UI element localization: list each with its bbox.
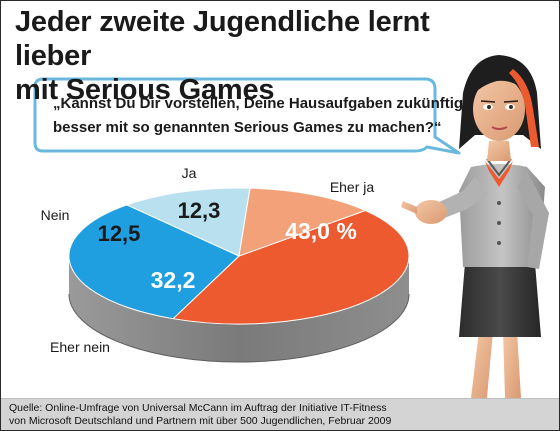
pie-rim [68, 293, 410, 363]
chart-canvas: „Kannst Du Dir vorstellen, Deine Hausauf… [33, 55, 549, 398]
question-line-1: „Kannst Du Dir vorstellen, Deine Hausauf… [53, 95, 463, 112]
source-line-2: von Microsoft Deutschland und Partnern m… [9, 415, 392, 427]
page-title: Jeder zweite Jugendliche lernt lieber mi… [15, 5, 495, 107]
category-label-ja: Ja [182, 165, 197, 181]
pointing-woman-illustration [401, 55, 549, 398]
category-label-nein: Nein [41, 207, 70, 223]
title-line-2: mit Serious Games [15, 74, 275, 106]
data-label-eher-nein: 32,2 [151, 267, 196, 293]
data-label-eher-ja: 43,0 % [285, 218, 357, 244]
source-footer: Quelle: Online-Umfrage von Universal McC… [1, 398, 559, 430]
pie-slice-nein [125, 187, 251, 257]
pie-side [69, 256, 409, 362]
source-line-1: Quelle: Online-Umfrage von Universal McC… [9, 402, 387, 414]
category-label-eher-nein: Eher nein [50, 339, 110, 355]
category-label-eher-ja: Eher ja [330, 179, 375, 195]
pie-slice-eher-ja [172, 209, 410, 325]
data-label-ja: 12,3 [178, 198, 221, 223]
data-label-nein: 12,5 [98, 221, 141, 246]
pie-slice-eher-nein [68, 204, 240, 320]
pie-slice-ja [238, 187, 367, 257]
title-line-1: Jeder zweite Jugendliche lernt lieber [15, 6, 430, 72]
question-line-2: besser mit so genannten Serious Games zu… [53, 119, 441, 136]
speech-bubble-icon [33, 77, 461, 155]
